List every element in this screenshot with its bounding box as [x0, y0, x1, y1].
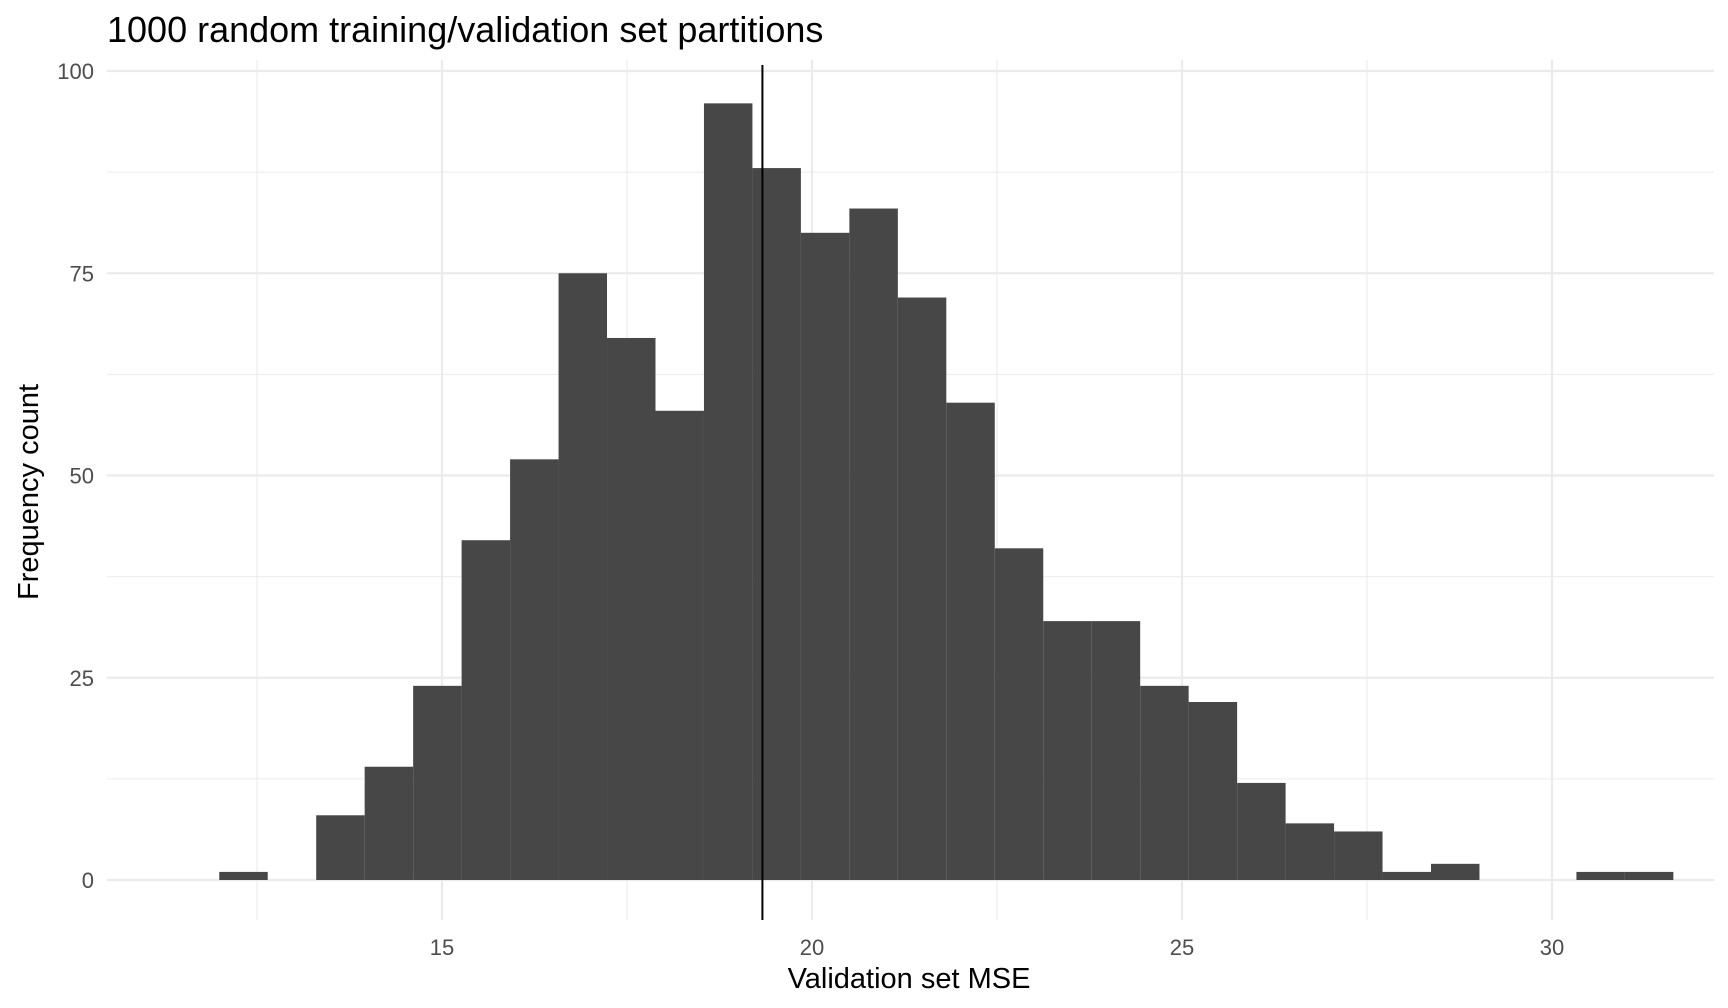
histogram-bar: [219, 871, 268, 880]
y-axis-label: Frequency count: [13, 384, 45, 600]
histogram-bar: [1043, 621, 1092, 880]
histogram-bar: [461, 540, 511, 880]
histogram-bar: [800, 232, 850, 881]
histogram-bar: [1382, 871, 1432, 880]
y-axis-ticks: 0 25 50 75 100: [57, 59, 94, 893]
histogram-bar: [413, 685, 462, 880]
histogram-bar: [1334, 831, 1383, 880]
histogram-bar: [752, 168, 801, 880]
histogram-bar: [316, 815, 365, 880]
histogram-bar: [1091, 621, 1141, 880]
histogram-bar: [1237, 782, 1286, 880]
histogram-bar: [510, 459, 559, 880]
y-tick-label: 50: [70, 464, 94, 489]
histogram-bar: [1188, 702, 1238, 880]
histogram-bars: [219, 103, 1674, 881]
histogram-bar: [655, 410, 704, 880]
chart-title: 1000 random training/validation set part…: [107, 9, 823, 50]
histogram-bar: [364, 766, 414, 880]
x-tick-label: 25: [1170, 935, 1194, 960]
x-axis-ticks: 15 20 25 30: [430, 935, 1564, 960]
x-tick-label: 30: [1540, 935, 1564, 960]
histogram-bar: [897, 297, 947, 880]
histogram-bar: [849, 208, 898, 880]
y-tick-label: 75: [70, 261, 94, 286]
x-tick-label: 20: [800, 935, 824, 960]
histogram-bar: [607, 337, 656, 881]
histogram-bar: [558, 273, 608, 880]
histogram-bar: [1431, 863, 1480, 880]
histogram-bar: [994, 548, 1044, 880]
x-axis-label: Validation set MSE: [788, 963, 1031, 995]
histogram-bar: [1140, 685, 1189, 880]
y-tick-label: 0: [82, 868, 94, 893]
histogram-bar: [946, 402, 995, 880]
histogram-bar: [1576, 871, 1625, 880]
y-tick-label: 25: [70, 666, 94, 691]
y-tick-label: 100: [57, 59, 94, 84]
histogram-bar: [1285, 823, 1335, 880]
histogram-bar: [703, 103, 753, 881]
histogram-bar: [1624, 871, 1674, 880]
x-tick-label: 15: [430, 935, 454, 960]
